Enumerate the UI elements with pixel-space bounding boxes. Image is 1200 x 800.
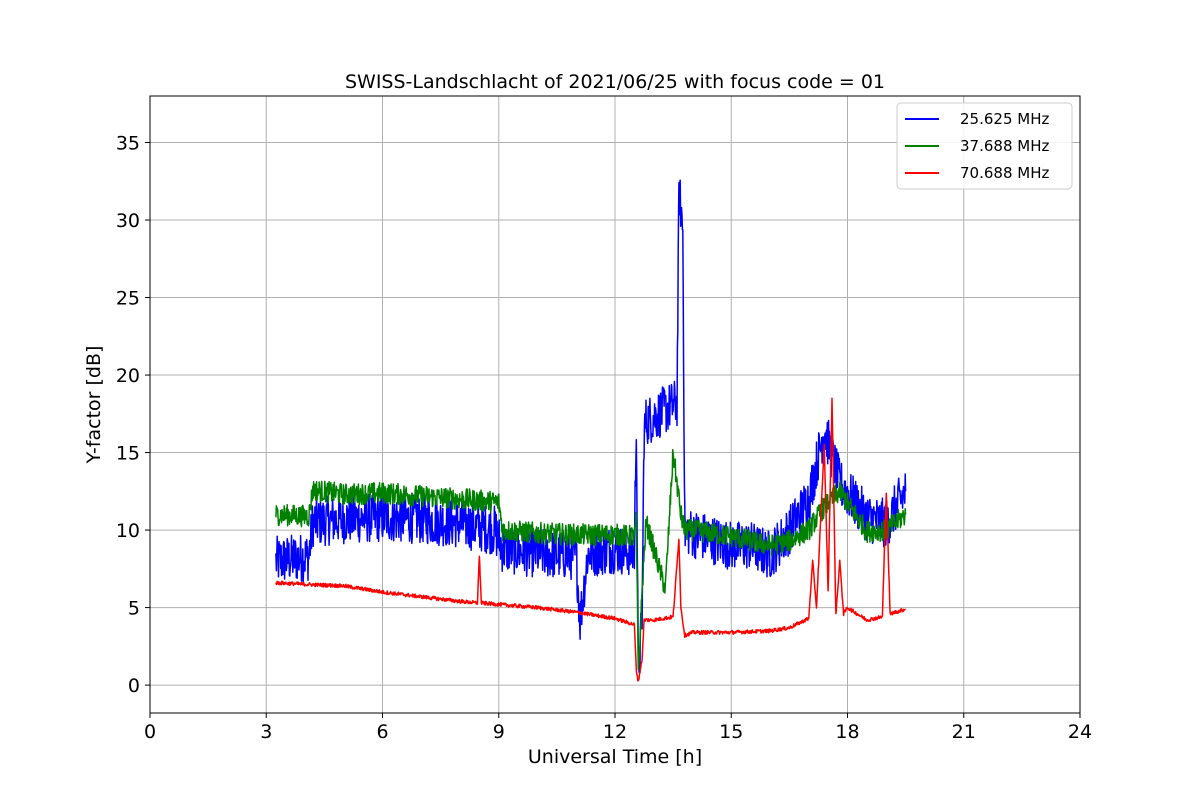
x-tick-label: 3	[260, 721, 272, 743]
legend-label-2: 70.688 MHz	[960, 164, 1049, 182]
series-line-2	[275, 397, 907, 682]
y-tick-label: 20	[116, 365, 140, 387]
legend-box	[896, 102, 1073, 190]
y-tick-label: 0	[128, 675, 140, 697]
y-tick-label: 35	[116, 133, 140, 155]
axis-ticks: 0 3 6 9 12 15 18 21 24 0 5 10 15 20 25 30 35	[116, 133, 1092, 743]
y-axis-label: Y-factor [dB]	[83, 346, 105, 465]
legend-label-1: 37.688 MHz	[960, 137, 1049, 155]
x-tick-label: 15	[719, 721, 743, 743]
y-tick-label: 5	[128, 598, 140, 620]
x-tick-label: 18	[835, 721, 859, 743]
legend-label-0: 25.625 MHz	[960, 110, 1049, 128]
y-tick-label: 10	[116, 520, 140, 542]
x-tick-label: 12	[603, 721, 627, 743]
legend: 25.625 MHz 37.688 MHz 70.688 MHz	[896, 102, 1073, 190]
y-tick-label: 15	[116, 443, 140, 465]
x-tick-label: 9	[493, 721, 505, 743]
x-tick-label: 24	[1068, 721, 1092, 743]
series-line-1	[275, 448, 907, 671]
y-tick-label: 30	[116, 210, 140, 232]
x-tick-label: 0	[144, 721, 156, 743]
x-axis-label: Universal Time [h]	[528, 746, 702, 768]
x-tick-label: 6	[376, 721, 388, 743]
series-lines	[275, 179, 907, 682]
chart-title: SWISS-Landschlacht of 2021/06/25 with fo…	[345, 71, 885, 93]
x-tick-label: 21	[952, 721, 976, 743]
y-tick-label: 25	[116, 288, 140, 310]
